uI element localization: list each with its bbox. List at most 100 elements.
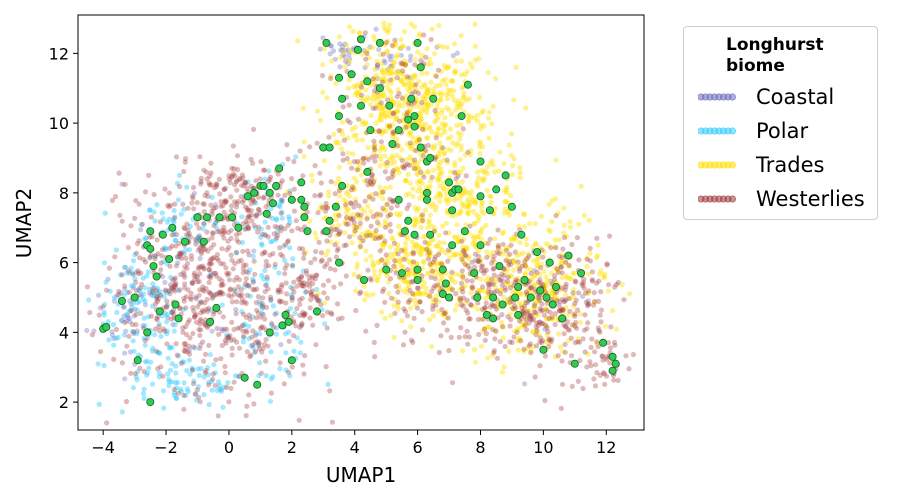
point-westerlies bbox=[240, 333, 247, 339]
point-trades bbox=[454, 222, 460, 228]
point-trades bbox=[560, 309, 566, 315]
point-trades bbox=[351, 175, 357, 181]
point-polar bbox=[173, 395, 179, 401]
point-trades bbox=[376, 274, 382, 280]
point-trades bbox=[365, 145, 371, 151]
point-trades bbox=[408, 260, 414, 266]
point-trades bbox=[384, 79, 390, 85]
point-trades bbox=[437, 171, 443, 177]
point-westerlies bbox=[421, 32, 427, 38]
point-trades bbox=[363, 248, 369, 254]
point-polar bbox=[195, 235, 202, 241]
point-westerlies bbox=[208, 256, 214, 262]
point-trades bbox=[386, 157, 392, 163]
highlight-point bbox=[275, 164, 284, 173]
point-westerlies bbox=[315, 210, 321, 216]
point-polar bbox=[248, 343, 254, 349]
point-westerlies bbox=[206, 266, 212, 273]
point-westerlies bbox=[186, 231, 192, 237]
point-westerlies bbox=[404, 74, 411, 80]
point-polar bbox=[249, 314, 255, 320]
series-trades bbox=[285, 20, 633, 375]
point-westerlies bbox=[116, 170, 122, 176]
point-westerlies bbox=[580, 385, 586, 392]
point-polar bbox=[169, 345, 175, 351]
point-trades bbox=[465, 112, 471, 118]
point-trades bbox=[437, 245, 443, 251]
point-trades bbox=[407, 143, 413, 149]
point-polar bbox=[245, 179, 251, 185]
point-trades bbox=[351, 133, 357, 139]
point-trades bbox=[412, 74, 418, 80]
x-tick-label: 6 bbox=[413, 438, 423, 457]
point-westerlies bbox=[228, 252, 234, 258]
point-westerlies bbox=[142, 189, 149, 195]
point-trades bbox=[523, 256, 529, 262]
point-polar bbox=[185, 389, 191, 395]
point-trades bbox=[457, 250, 464, 256]
point-trades bbox=[388, 251, 394, 257]
point-polar bbox=[269, 322, 275, 328]
point-trades bbox=[359, 137, 365, 143]
point-westerlies bbox=[259, 231, 265, 237]
point-westerlies bbox=[419, 309, 425, 315]
point-trades bbox=[529, 276, 535, 282]
point-trades bbox=[533, 241, 539, 247]
point-westerlies bbox=[139, 221, 145, 227]
point-polar bbox=[164, 312, 170, 318]
point-westerlies bbox=[112, 254, 118, 260]
point-trades bbox=[511, 259, 517, 265]
highlight-point bbox=[322, 38, 331, 47]
point-trades bbox=[480, 178, 486, 184]
point-trades bbox=[346, 193, 352, 199]
point-polar bbox=[172, 390, 178, 396]
point-trades bbox=[362, 297, 368, 303]
point-trades bbox=[551, 292, 557, 298]
point-polar bbox=[105, 319, 111, 325]
point-trades bbox=[407, 84, 413, 90]
highlight-point bbox=[397, 269, 406, 278]
point-westerlies bbox=[289, 228, 295, 234]
point-westerlies bbox=[186, 317, 192, 323]
point-trades bbox=[380, 196, 386, 202]
point-westerlies bbox=[511, 334, 517, 340]
point-westerlies bbox=[589, 336, 595, 342]
highlight-point bbox=[228, 213, 237, 222]
point-trades bbox=[355, 213, 361, 219]
point-trades bbox=[408, 21, 414, 27]
point-polar bbox=[149, 348, 155, 354]
point-westerlies bbox=[246, 392, 252, 398]
point-trades bbox=[391, 100, 397, 106]
point-polar bbox=[208, 272, 214, 278]
point-westerlies bbox=[215, 413, 221, 419]
point-trades bbox=[492, 236, 498, 242]
point-trades bbox=[380, 69, 386, 75]
point-trades bbox=[581, 212, 588, 218]
point-trades bbox=[417, 123, 423, 129]
point-trades bbox=[476, 94, 483, 100]
point-westerlies bbox=[291, 186, 297, 192]
point-westerlies bbox=[548, 245, 554, 251]
highlight-point bbox=[413, 275, 422, 284]
point-polar bbox=[252, 350, 258, 356]
point-trades bbox=[374, 233, 380, 239]
point-westerlies bbox=[117, 212, 123, 218]
point-trades bbox=[394, 52, 400, 58]
point-trades bbox=[531, 273, 538, 279]
point-westerlies bbox=[444, 327, 450, 333]
point-trades bbox=[549, 291, 556, 297]
point-polar bbox=[132, 276, 138, 282]
point-westerlies bbox=[196, 233, 202, 239]
point-westerlies bbox=[309, 273, 315, 279]
point-polar bbox=[146, 286, 152, 292]
point-trades bbox=[416, 243, 422, 249]
point-trades bbox=[563, 273, 570, 279]
point-trades bbox=[541, 249, 548, 255]
point-polar bbox=[274, 229, 280, 235]
point-trades bbox=[452, 279, 458, 285]
point-westerlies bbox=[289, 262, 296, 268]
point-westerlies bbox=[210, 230, 216, 236]
point-westerlies bbox=[396, 118, 403, 124]
point-polar bbox=[194, 235, 200, 241]
point-trades bbox=[399, 43, 405, 50]
